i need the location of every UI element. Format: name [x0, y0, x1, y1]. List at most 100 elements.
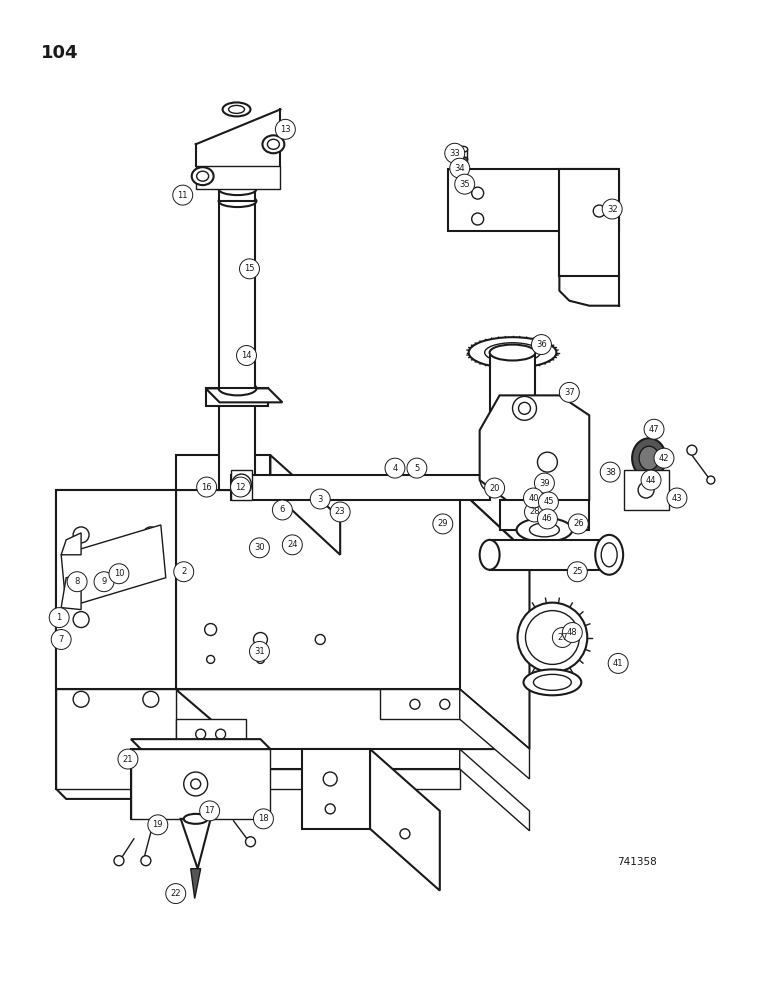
- Text: 10: 10: [113, 569, 124, 578]
- Polygon shape: [231, 470, 252, 500]
- Text: 23: 23: [335, 507, 346, 516]
- Circle shape: [143, 527, 159, 543]
- Text: 741358: 741358: [617, 857, 657, 867]
- Polygon shape: [499, 500, 589, 530]
- Circle shape: [273, 500, 293, 520]
- Circle shape: [485, 478, 505, 498]
- Circle shape: [433, 514, 452, 534]
- Text: 20: 20: [489, 484, 499, 493]
- Circle shape: [472, 187, 483, 199]
- Circle shape: [143, 691, 159, 707]
- Polygon shape: [176, 455, 270, 490]
- Circle shape: [49, 608, 69, 628]
- Text: 42: 42: [659, 454, 669, 463]
- Text: 32: 32: [607, 205, 618, 214]
- Ellipse shape: [232, 474, 252, 496]
- Polygon shape: [270, 455, 340, 555]
- Text: 11: 11: [178, 191, 188, 200]
- Circle shape: [538, 492, 558, 512]
- Circle shape: [207, 655, 215, 663]
- Circle shape: [593, 205, 605, 217]
- Ellipse shape: [489, 422, 536, 438]
- Polygon shape: [460, 490, 530, 749]
- Polygon shape: [131, 739, 270, 749]
- Text: 9: 9: [101, 577, 107, 586]
- Circle shape: [191, 779, 201, 789]
- Text: 35: 35: [459, 180, 470, 189]
- Polygon shape: [191, 869, 201, 899]
- Text: 13: 13: [280, 125, 291, 134]
- Circle shape: [407, 458, 427, 478]
- Ellipse shape: [218, 195, 256, 207]
- Circle shape: [325, 804, 335, 814]
- Text: 30: 30: [254, 543, 265, 552]
- Text: 36: 36: [536, 340, 547, 349]
- Circle shape: [249, 641, 269, 661]
- Circle shape: [245, 837, 256, 847]
- Circle shape: [73, 691, 89, 707]
- Circle shape: [654, 448, 674, 468]
- Polygon shape: [61, 533, 81, 555]
- Ellipse shape: [458, 146, 468, 152]
- Ellipse shape: [632, 438, 666, 478]
- Circle shape: [455, 174, 475, 194]
- Circle shape: [283, 535, 303, 555]
- Text: 21: 21: [123, 755, 134, 764]
- Ellipse shape: [218, 381, 256, 395]
- Ellipse shape: [601, 543, 617, 567]
- Ellipse shape: [639, 446, 659, 470]
- Text: 37: 37: [564, 388, 574, 397]
- Text: 43: 43: [672, 494, 682, 503]
- Polygon shape: [218, 201, 256, 388]
- Circle shape: [323, 772, 337, 786]
- Text: 47: 47: [648, 425, 659, 434]
- Text: 15: 15: [244, 264, 255, 273]
- Circle shape: [166, 884, 186, 904]
- Polygon shape: [61, 575, 81, 610]
- Text: 4: 4: [392, 464, 398, 473]
- Circle shape: [523, 488, 543, 508]
- Ellipse shape: [191, 167, 214, 185]
- Ellipse shape: [218, 183, 256, 195]
- Circle shape: [118, 749, 138, 769]
- Circle shape: [51, 630, 71, 649]
- Text: 40: 40: [528, 494, 539, 503]
- Polygon shape: [61, 525, 166, 608]
- Ellipse shape: [197, 171, 208, 181]
- Circle shape: [450, 158, 469, 178]
- Polygon shape: [176, 719, 245, 749]
- Polygon shape: [303, 749, 370, 829]
- Circle shape: [141, 856, 151, 866]
- Text: 41: 41: [613, 659, 624, 668]
- Circle shape: [638, 482, 654, 498]
- Circle shape: [687, 445, 697, 455]
- Circle shape: [195, 729, 205, 739]
- Text: 8: 8: [74, 577, 80, 586]
- Polygon shape: [176, 689, 530, 749]
- Text: 29: 29: [438, 519, 448, 528]
- Polygon shape: [489, 353, 536, 430]
- Circle shape: [236, 346, 256, 365]
- Circle shape: [445, 143, 465, 163]
- Ellipse shape: [523, 669, 581, 695]
- Ellipse shape: [267, 139, 279, 149]
- Polygon shape: [56, 490, 176, 689]
- Polygon shape: [131, 749, 270, 819]
- Circle shape: [253, 809, 273, 829]
- Text: 26: 26: [573, 519, 584, 528]
- Circle shape: [184, 772, 208, 796]
- Text: 1: 1: [56, 613, 62, 622]
- Circle shape: [73, 612, 89, 628]
- Text: 16: 16: [201, 483, 212, 492]
- Polygon shape: [176, 490, 460, 689]
- Text: 3: 3: [317, 495, 323, 504]
- Polygon shape: [205, 388, 269, 406]
- Ellipse shape: [489, 345, 536, 361]
- Circle shape: [568, 514, 588, 534]
- Polygon shape: [560, 169, 619, 276]
- Polygon shape: [489, 465, 564, 488]
- Text: 17: 17: [205, 806, 215, 815]
- Polygon shape: [460, 749, 530, 831]
- Text: 33: 33: [449, 149, 460, 158]
- Circle shape: [148, 815, 168, 835]
